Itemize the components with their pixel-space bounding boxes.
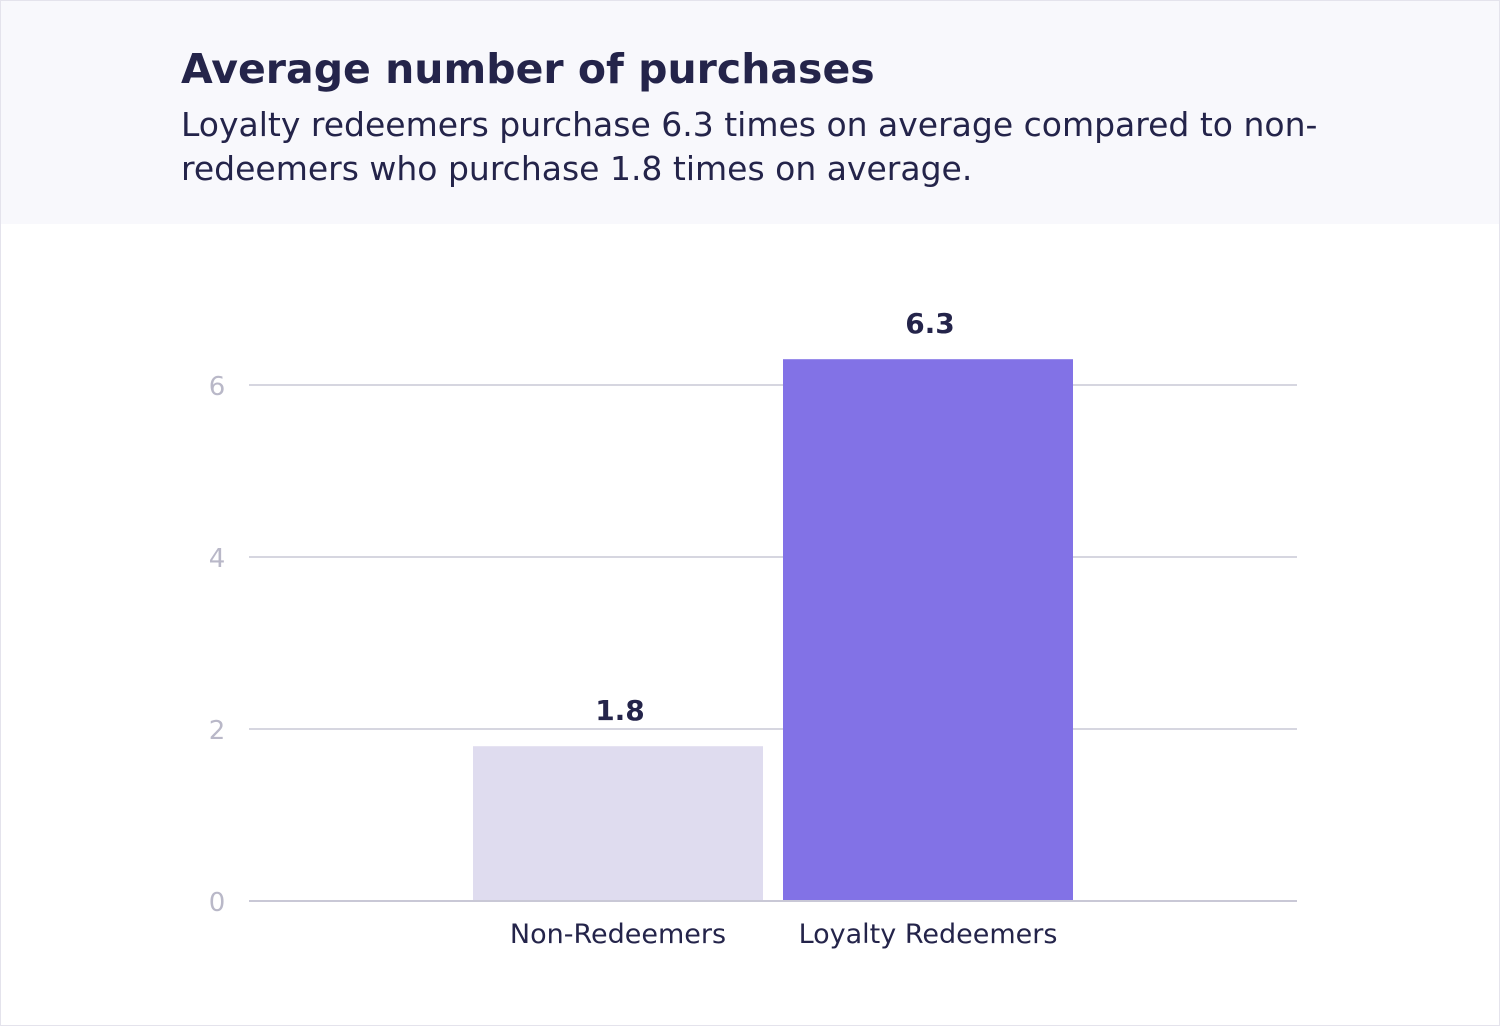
- bar-value-label: 6.3: [905, 307, 955, 340]
- chart-header: Average number of purchases Loyalty rede…: [1, 1, 1499, 224]
- chart-title: Average number of purchases: [181, 45, 875, 93]
- x-category-label: Loyalty Redeemers: [799, 919, 1058, 950]
- y-tick-label: 2: [209, 716, 226, 746]
- bar-loyalty-redeemers[interactable]: [783, 359, 1073, 901]
- bar-value-label: 1.8: [595, 694, 645, 727]
- x-category-label: Non-Redeemers: [510, 919, 726, 950]
- y-tick-label: 0: [209, 888, 226, 918]
- chart-subtitle: Loyalty redeemers purchase 6.3 times on …: [181, 105, 1318, 188]
- bar-non-redeemers[interactable]: [473, 746, 763, 901]
- y-tick-label: 6: [209, 372, 226, 402]
- y-tick-label: 4: [209, 544, 226, 574]
